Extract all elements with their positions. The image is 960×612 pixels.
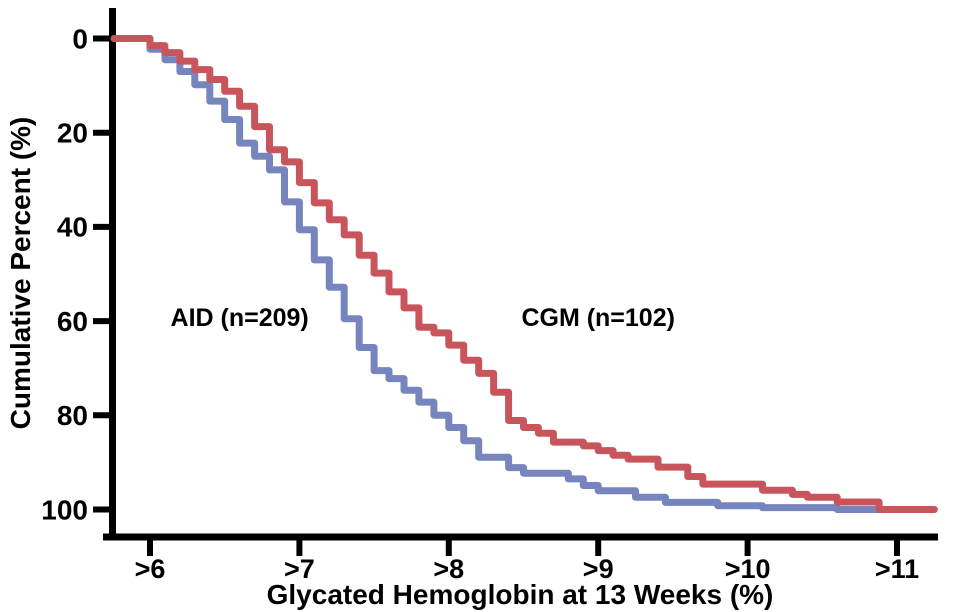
cgm-series-label: CGM (n=102) <box>521 304 675 332</box>
x-tick-label: >9 <box>583 554 614 584</box>
y-tick-label: 100 <box>41 494 88 525</box>
x-tick-label: >11 <box>875 554 919 584</box>
axis-ticks <box>93 35 900 556</box>
tick-labels: 0 20 40 60 80 100 >6 >7 >8 >9 >10 >11 <box>41 23 919 584</box>
x-axis-title: Glycated Hemoglobin at 13 Weeks (%) <box>267 579 774 610</box>
y-axis-title: Cumulative Percent (%) <box>5 117 36 430</box>
aid-series-line <box>110 35 882 513</box>
series-lines <box>110 35 938 513</box>
y-tick-label: 0 <box>72 23 88 54</box>
y-tick-label: 20 <box>57 118 88 149</box>
x-tick-label: >8 <box>433 554 464 584</box>
x-tick-label: >7 <box>284 554 315 584</box>
x-tick-label: >6 <box>135 554 166 584</box>
y-tick-label: 80 <box>57 400 88 431</box>
aid-series-label: AID (n=209) <box>171 304 309 332</box>
y-tick-label: 60 <box>57 306 88 337</box>
axes <box>103 8 938 541</box>
cgm-series-line <box>110 35 938 513</box>
y-tick-label: 40 <box>57 212 88 243</box>
x-tick-label: >10 <box>725 554 771 584</box>
